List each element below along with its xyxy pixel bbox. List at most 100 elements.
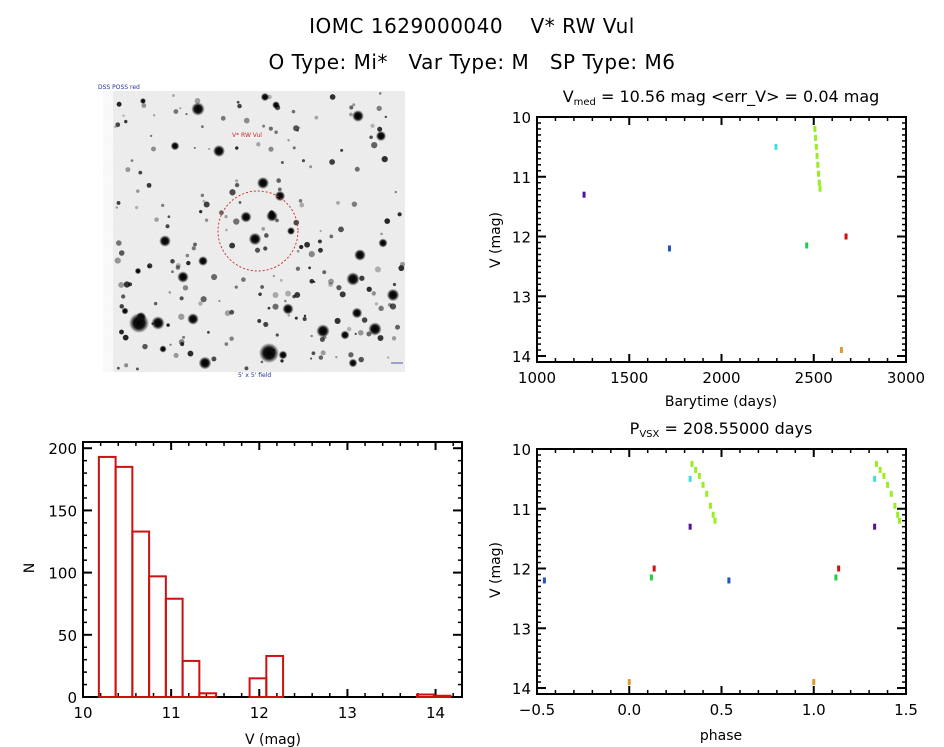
data-point-orange [627, 679, 631, 686]
star [200, 193, 205, 198]
star [114, 257, 121, 264]
star [180, 273, 185, 278]
x-tick-label: 10 [73, 704, 92, 722]
data-point-yellowgreen [708, 502, 712, 509]
star [171, 94, 175, 97]
data-point-yellowgreen [814, 134, 818, 141]
star [376, 105, 382, 112]
star [146, 182, 152, 188]
data-point-yellowgreen [814, 143, 818, 150]
data-point-yellowgreen [815, 152, 819, 159]
star [381, 156, 388, 163]
star [198, 356, 212, 370]
data-point-yellowgreen [874, 460, 878, 467]
star [268, 146, 274, 152]
histogram-bar [97, 455, 117, 698]
data-point-yellowgreen [694, 466, 698, 473]
star [115, 206, 118, 209]
star [274, 130, 278, 134]
star [203, 201, 210, 208]
star [116, 101, 122, 107]
lightcurve-title: Vmed = 10.56 mag <err_V> = 0.04 mag [563, 87, 880, 108]
star [193, 242, 197, 247]
data-point-cyan [873, 475, 877, 482]
star [380, 232, 383, 236]
star [282, 303, 294, 315]
star [278, 350, 288, 360]
data-point-purple [688, 523, 692, 530]
star [391, 336, 397, 341]
star [169, 343, 172, 346]
star [233, 218, 240, 225]
lightcurve-points [582, 125, 848, 354]
star [309, 279, 315, 284]
phase-ylabel: V (mag) [488, 542, 504, 598]
star [366, 331, 372, 337]
star [182, 335, 186, 339]
histogram-bar [114, 465, 134, 698]
histogram-bars [97, 455, 452, 699]
star [191, 246, 196, 251]
star [198, 301, 203, 306]
star [178, 313, 185, 320]
survey-label: DSS POSS red [98, 84, 140, 91]
star [377, 335, 384, 341]
star [152, 113, 156, 117]
star [234, 179, 239, 183]
data-point-green [805, 242, 809, 249]
data-point-yellowgreen [817, 179, 821, 186]
star [398, 265, 405, 272]
data-point-red [844, 233, 848, 240]
x-tick-label: 0.0 [617, 701, 641, 719]
star [135, 367, 139, 371]
y-tick-label: 13 [512, 288, 531, 306]
star [119, 329, 124, 335]
star [224, 342, 229, 346]
star [318, 247, 323, 253]
star [320, 350, 326, 356]
star [229, 336, 234, 341]
star [340, 148, 344, 152]
y-tick-label: 50 [58, 627, 77, 645]
data-point-red [837, 565, 841, 572]
star [280, 161, 284, 164]
star [170, 259, 175, 264]
y-tick-label: 150 [48, 502, 77, 520]
data-point-yellowgreen [882, 472, 886, 479]
star [351, 307, 363, 319]
data-point-cyan [688, 475, 692, 482]
star [122, 334, 129, 341]
star [346, 326, 352, 332]
star [182, 285, 189, 291]
x-tick-label: 1500 [610, 369, 648, 387]
star [123, 281, 131, 288]
star [141, 103, 147, 108]
star [354, 249, 366, 261]
star [392, 282, 397, 287]
star [225, 228, 228, 232]
star [295, 266, 301, 271]
star [186, 260, 191, 266]
star [293, 125, 300, 132]
star [378, 92, 382, 95]
star [308, 251, 315, 258]
histogram-bar [198, 692, 218, 699]
star [187, 313, 199, 325]
star [212, 144, 226, 158]
star [322, 270, 327, 275]
star [267, 306, 271, 310]
star [260, 360, 264, 364]
star [351, 201, 358, 207]
sky-finder-image [113, 91, 405, 372]
star [275, 333, 279, 337]
histogram-bar [248, 677, 268, 699]
star [293, 219, 300, 226]
star [193, 146, 196, 149]
star [268, 126, 273, 131]
star-field [114, 92, 405, 371]
star [236, 100, 240, 104]
lightcurve-axes: 1000 1500 2000 2500 3000 10 11 12 13 14 [512, 109, 925, 387]
star [292, 146, 296, 150]
star [237, 103, 242, 109]
